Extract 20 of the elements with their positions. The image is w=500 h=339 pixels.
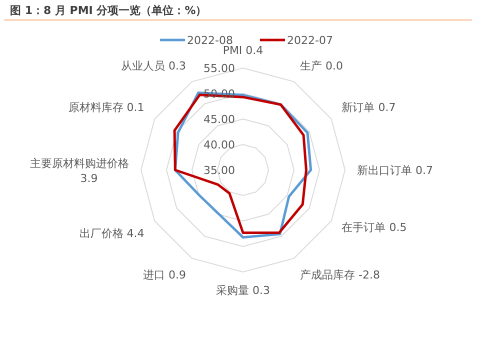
spoke-label: PMI 0.4 [222, 44, 264, 57]
y-tick-label: 55.00 [204, 62, 235, 75]
spoke-label: 进口 0.9 [143, 268, 186, 282]
spoke-label: 主要原材料购进价格 3.9 [30, 157, 129, 185]
legend-label: 2022-08 [187, 34, 233, 47]
spoke-label: 原材料库存 0.1 [68, 101, 144, 114]
y-tick-label: 40.00 [204, 138, 235, 152]
spoke-label: 生产 0.0 [300, 59, 343, 72]
y-tick-label: 45.00 [204, 113, 235, 126]
legend-label: 2022-07 [287, 34, 333, 47]
spoke-label: 新出口订单 0.7 [357, 164, 433, 177]
y-tick-label: 50.00 [204, 88, 235, 100]
chart-title: 图 1：8 月 PMI 分项一览（单位：%） [10, 4, 207, 17]
spoke-label: 新订单 0.7 [342, 101, 396, 114]
spoke-label: 从业人员 0.3 [121, 59, 186, 72]
y-tick-label: 35.00 [204, 164, 235, 177]
spoke-label: 出厂价格 4.4 [79, 227, 144, 240]
spoke-label: 产成品库存 -2.8 [300, 268, 380, 282]
spoke-label: 采购量 0.3 [216, 284, 270, 297]
spoke-label: 在手订单 0.5 [342, 221, 407, 234]
